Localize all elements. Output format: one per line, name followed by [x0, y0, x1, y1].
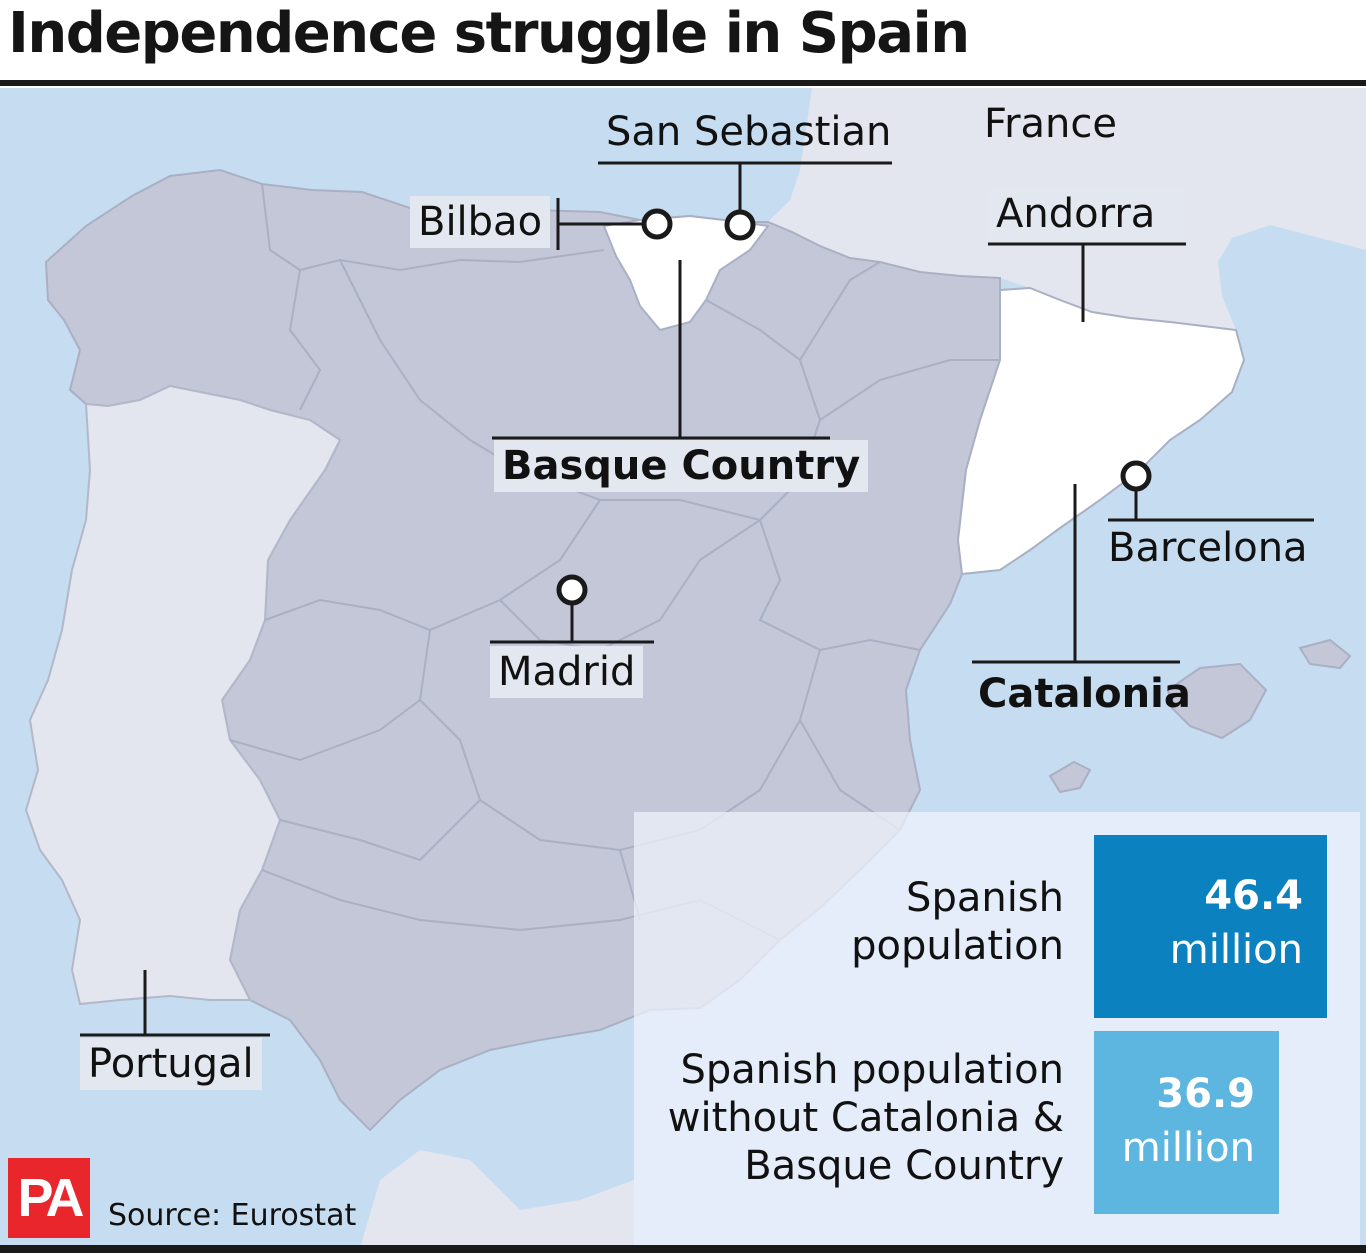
san-sebastian-label: San Sebastian: [606, 109, 892, 155]
stat-label-line: without Catalonia &: [667, 1095, 1064, 1141]
portugal-label: Portugal: [80, 1038, 262, 1090]
stat-label-total: Spanish population: [851, 874, 1064, 970]
ibiza-island: [1048, 760, 1092, 794]
page-title: Independence struggle in Spain: [8, 1, 970, 66]
stat-label-line: Basque Country: [744, 1143, 1064, 1189]
stat-label-line: population: [851, 923, 1064, 969]
barcelona-marker: [1120, 460, 1152, 492]
pa-logo: PA: [8, 1158, 90, 1238]
bottom-rule: [0, 1245, 1366, 1253]
san-sebastian-marker: [724, 209, 756, 241]
stat-box-total: 46.4 million: [1094, 835, 1327, 1018]
stat-unit-without: million: [1121, 1125, 1255, 1171]
leader-lines: [80, 161, 1314, 1037]
mallorca-island: [1166, 662, 1268, 740]
stat-value-total: 46.4: [1204, 873, 1303, 919]
source-credit: Source: Eurostat: [108, 1198, 357, 1233]
catalonia-region: [956, 286, 1246, 576]
stat-label-without: Spanish population without Catalonia & B…: [668, 1046, 1064, 1190]
stat-value-without: 36.9: [1156, 1071, 1255, 1117]
barcelona-label: Barcelona: [1108, 525, 1308, 571]
bilbao-label: Bilbao: [410, 196, 551, 248]
madrid-marker: [556, 574, 588, 606]
basque-country-label: Basque Country: [494, 440, 869, 492]
andorra-label: Andorra: [988, 188, 1184, 240]
portugal-area: [24, 384, 342, 1006]
city-markers: [556, 208, 1152, 606]
menorca-island: [1298, 638, 1352, 670]
stat-label-line: Spanish: [906, 875, 1064, 921]
north-africa-area: [360, 1150, 634, 1248]
region-borders: [229, 183, 1000, 941]
basque-country-region: [602, 214, 770, 332]
madrid-label: Madrid: [490, 646, 644, 698]
population-stats-panel: Spanish population 46.4 million Spanish …: [634, 812, 1360, 1245]
catalonia-label: Catalonia: [978, 671, 1191, 717]
bilbao-marker: [641, 208, 673, 240]
france-label: France: [984, 101, 1118, 147]
stat-label-line: Spanish population: [680, 1047, 1064, 1093]
stat-unit-total: million: [1169, 927, 1303, 973]
title-rule: [0, 80, 1366, 86]
stat-box-without: 36.9 million: [1094, 1031, 1279, 1214]
